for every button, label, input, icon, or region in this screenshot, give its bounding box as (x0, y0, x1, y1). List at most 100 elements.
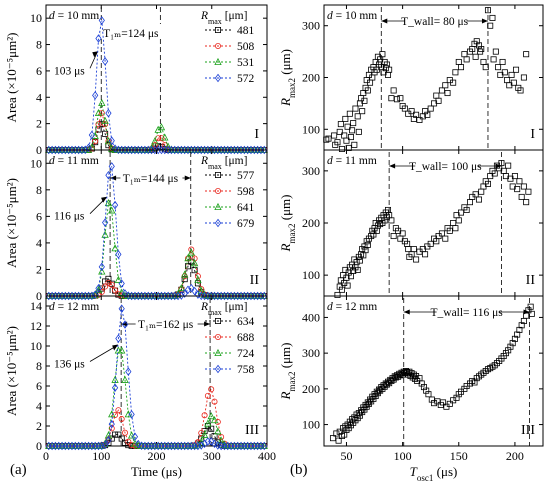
period-label-bg (415, 157, 478, 171)
data-point (427, 105, 434, 112)
data-point (484, 7, 491, 14)
legend-marker (214, 364, 222, 374)
chart-b-I: 100 200 300 Rmax2 (μm) d = 10 mm T_wall= 80 μ… (278, 4, 544, 152)
data-point (260, 441, 268, 450)
data-point (217, 436, 225, 444)
data-point (399, 230, 406, 237)
x-tick-label: 50 (340, 449, 352, 463)
x-axis-label: Tosc1 (μs) (410, 464, 458, 483)
legend-label: 481 (237, 25, 255, 37)
data-point (523, 199, 530, 206)
panel-roman-numeral: II (250, 273, 260, 288)
data-point (450, 79, 457, 86)
data-point (401, 105, 408, 112)
series-line (48, 111, 265, 151)
data-point (102, 218, 109, 227)
data-point (128, 410, 135, 419)
data-point (118, 279, 125, 288)
data-point (347, 134, 354, 141)
series-758 (45, 304, 268, 451)
distance-annotation: d = 11 mm (327, 155, 377, 167)
data-point (261, 291, 268, 301)
data-point (361, 97, 368, 104)
data-point (125, 438, 132, 445)
legend-label: 508 (237, 41, 255, 53)
data-point (342, 115, 349, 122)
data-point (85, 143, 92, 153)
data-point (92, 290, 99, 300)
data-point (504, 77, 511, 84)
legend-marker (214, 348, 222, 357)
data-point (336, 128, 343, 135)
y-tick-label: 100 (302, 122, 320, 136)
data-point (108, 162, 115, 171)
legend-title: Rmax [μm] (200, 301, 247, 317)
data-point (525, 188, 532, 195)
data-point (98, 16, 105, 25)
data-point (164, 142, 172, 150)
data-point (355, 128, 362, 135)
scatter-points (334, 160, 532, 298)
data-point (427, 240, 434, 247)
peak-pointer-head (112, 344, 119, 351)
data-point (131, 432, 139, 441)
data-point (463, 206, 470, 213)
peak-pointer-head (92, 51, 99, 58)
data-point (466, 199, 473, 206)
data-point (181, 270, 189, 278)
data-point (422, 251, 429, 258)
data-point (102, 130, 109, 137)
data-point (388, 217, 395, 224)
data-point (88, 291, 95, 301)
data-point (490, 56, 497, 63)
data-point (343, 137, 350, 144)
period-label-bg (436, 303, 499, 317)
data-point (125, 367, 132, 376)
data-point (349, 127, 356, 134)
data-point (135, 439, 142, 449)
data-point (98, 288, 105, 295)
period-arrow-head (381, 18, 388, 24)
data-point (115, 250, 122, 259)
data-point (118, 346, 126, 354)
y-tick-label: 10 (30, 11, 42, 25)
panel-label-b: (b) (290, 462, 308, 478)
data-point (463, 56, 470, 63)
data-point (111, 244, 119, 252)
period-arrow-head (403, 309, 410, 315)
data-point (487, 22, 494, 29)
y-axis-label: Rmax2 (μm) (278, 49, 297, 107)
y-tick-label: 200 (302, 71, 320, 85)
data-point (425, 391, 432, 398)
y-tick-label: 0 (36, 143, 42, 157)
y-axis-label: Rmax2 (μm) (278, 343, 297, 401)
x-tick-label: 400 (258, 449, 276, 463)
data-point (440, 399, 447, 406)
chart-a-III: 0 100 200 300 400 0 2 4 6 8 10 12 14 Area (×10⁻⁵μm²) T… (4, 295, 276, 479)
legend-marker (214, 73, 222, 83)
data-point (108, 136, 115, 146)
distance-annotation: d = 12 mm (49, 301, 99, 313)
data-point (190, 259, 199, 267)
data-point (191, 267, 198, 274)
data-point (516, 178, 523, 185)
data-point (458, 209, 465, 216)
data-point (438, 230, 445, 237)
data-point (155, 135, 162, 142)
scatter-points (323, 7, 530, 152)
data-point (102, 440, 109, 450)
data-point (111, 200, 119, 210)
distance-annotation: d = 10 mm (49, 10, 99, 22)
data-point (388, 95, 395, 102)
data-point (478, 46, 485, 53)
data-point (194, 290, 202, 299)
data-point (177, 284, 186, 292)
data-point (498, 160, 505, 167)
data-point (105, 142, 112, 149)
data-point (390, 233, 397, 240)
data-point (104, 198, 113, 207)
x-tick-label: 200 (506, 449, 524, 463)
data-point (424, 111, 431, 118)
data-point (200, 430, 209, 438)
data-point (208, 386, 215, 393)
